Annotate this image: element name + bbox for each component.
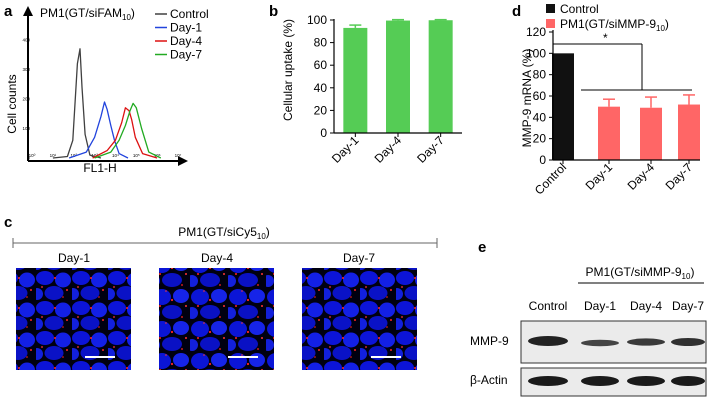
panel-a-series-control — [52, 48, 102, 159]
panel-b-yticks: 0 20 40 60 80 100 — [307, 13, 334, 140]
panel-d-bar — [598, 106, 620, 160]
panel-e-band-actin-day7 — [671, 376, 705, 386]
panel-d-bars — [552, 53, 700, 161]
panel-a-yticks: 0100200300400 — [22, 38, 30, 161]
panel-b-ylabel: Cellular uptake (%) — [281, 19, 295, 121]
panel-c-letter: c — [4, 214, 12, 231]
panel-a-ytick-label: 100 — [22, 126, 30, 131]
panel-b-ytick-label: 20 — [314, 103, 328, 117]
panel-e-band-mmp9-day1 — [581, 339, 619, 347]
panel-e-letter: e — [478, 239, 486, 256]
panel-b-ytick-label: 40 — [314, 81, 328, 95]
panel-d-xtick-label: Day-4 — [625, 160, 658, 193]
panel-a-ytick-label: 400 — [22, 38, 30, 43]
panel-e-band-actin-day1 — [581, 376, 619, 386]
panel-a-xtick-label: 10⁰ — [29, 153, 36, 158]
panel-a-xtick-label: 10⁵ — [133, 153, 140, 158]
panel-a-legend-label: Day-1 — [170, 21, 202, 35]
panel-a-ylabel: Cell counts — [5, 74, 19, 133]
panel-d-ytick-label: 120 — [526, 25, 546, 39]
panel-c-label-day1: Day-1 — [58, 251, 90, 265]
panel-d-xtick-label: Control — [532, 160, 569, 197]
panel-a-letter: a — [4, 3, 13, 20]
panel-d-ytick-label: 0 — [539, 153, 546, 167]
panel-d-xtick-label: Day-7 — [663, 160, 696, 193]
panel-e-row-mmp9: MMP-9 — [470, 334, 509, 348]
panel-d-ytick-label: 60 — [533, 89, 547, 103]
panel-b-xtick-label: Day-4 — [372, 133, 405, 166]
panel-a-legend-label: Control — [170, 7, 209, 21]
panel-d-sig-star: * — [603, 31, 608, 45]
panel-a-ytick-label: 200 — [22, 97, 30, 102]
panel-d-bar — [678, 104, 700, 160]
panel-e-col-day7: Day-7 — [672, 299, 704, 313]
panel-e-row-actin: β-Actin — [470, 373, 508, 387]
panel-e-col-day4: Day-4 — [630, 299, 662, 313]
panel-b-bar — [428, 20, 453, 134]
panel-a-series-day-1 — [68, 101, 129, 159]
panel-d-bar — [552, 53, 574, 161]
panel-e-header: PM1(GT/siMMP-910) — [586, 265, 695, 281]
panel-c-image-day1 — [16, 268, 131, 370]
panel-b-letter: b — [269, 3, 278, 20]
panel-a-title: PM1(GT/siFAM10) — [40, 6, 135, 22]
panel-b-ytick-label: 80 — [314, 36, 328, 50]
panel-c-header: PM1(GT/siCy510) — [178, 225, 270, 241]
panel-b-xtick-label: Day-1 — [329, 133, 362, 166]
panel-d-ytick-label: 20 — [533, 132, 547, 146]
panel-b-ytick-label: 0 — [320, 126, 327, 140]
panel-b-bar — [343, 27, 368, 133]
panel-d-legend-label-treated: PM1(GT/siMMP-910) — [560, 17, 669, 33]
panel-c-image-day4 — [159, 268, 274, 370]
panel-b-bars — [343, 18, 453, 134]
panel-d-legend-label-control: Control — [560, 2, 599, 16]
panel-d-bar — [640, 107, 662, 160]
panel-d-ytick-label: 80 — [533, 68, 547, 82]
panel-b-xticks: Day-1 Day-4 Day-7 — [329, 133, 447, 166]
panel-e-band-mmp9-day4 — [627, 338, 665, 346]
panel-a-xtick-label: 10³ — [91, 153, 98, 158]
panel-a-legend-label: Day-4 — [170, 34, 202, 48]
panel-a-yarrow-head — [23, 6, 33, 16]
panel-e-band-actin-day4 — [627, 376, 665, 386]
panel-b-bar — [386, 20, 410, 133]
panel-d-ytick-label: 40 — [533, 110, 547, 124]
panel-d-letter: d — [512, 3, 521, 20]
panel-d-legend-swatch-control — [546, 4, 555, 13]
panel-a-xtick-label: 10⁷ — [175, 153, 182, 158]
panel-d-ylabel: MMP-9 mRNA (%) — [520, 49, 534, 148]
panel-e-col-control: Control — [529, 299, 568, 313]
panel-d-legend-swatch-treated — [546, 19, 555, 28]
panel-a-series-day-7 — [94, 102, 162, 159]
panel-a-xtick-label: 10⁴ — [112, 153, 119, 158]
panel-e-band-mmp9-control — [528, 336, 568, 346]
panel-b-ytick-label: 100 — [307, 13, 327, 27]
panel-a-series-day-4 — [92, 107, 158, 159]
panel-a-xtick-label: 10⁶ — [154, 153, 161, 158]
panel-a-series — [52, 48, 162, 159]
panel-a-ytick-label: 300 — [22, 67, 30, 72]
panel-a-xtick-label: 10¹ — [50, 153, 57, 158]
panel-d-xtick-label: Day-1 — [583, 160, 616, 193]
panel-a-xtick-label: 10² — [70, 153, 77, 158]
panel-e-col-day1: Day-1 — [584, 299, 616, 313]
panel-b-xtick-label: Day-7 — [414, 133, 447, 166]
panel-a-xticks: 10⁰ 10¹ 10² 10³ 10⁴ 10⁵ 10⁶ 10⁷ — [29, 153, 182, 158]
panel-b-ytick-label: 60 — [314, 58, 328, 72]
panel-a-xlabel: FL1-H — [83, 161, 116, 175]
panel-c-label-day7: Day-7 — [343, 251, 375, 265]
panel-a-legend-label: Day-7 — [170, 48, 202, 62]
panel-e-band-actin-control — [528, 376, 568, 386]
panel-e-band-mmp9-day7 — [671, 338, 705, 346]
panel-d-xticks: Control Day-1 Day-4 Day-7 — [532, 160, 695, 197]
panel-c-image-day7 — [302, 268, 417, 370]
panel-c-label-day4: Day-4 — [201, 251, 233, 265]
panel-d-ytick-label: 100 — [526, 46, 546, 60]
panel-a-xarrow-head — [178, 156, 188, 166]
